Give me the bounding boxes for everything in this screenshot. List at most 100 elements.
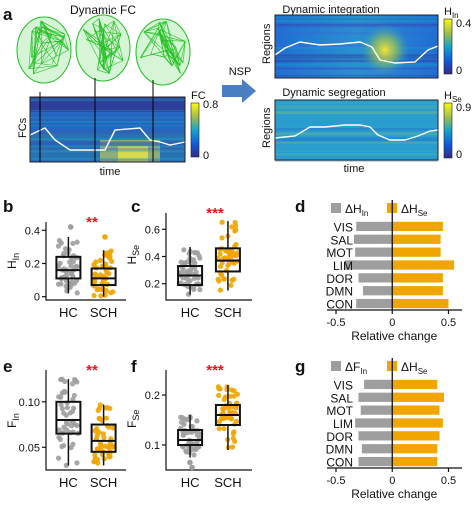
bar-vis-se — [392, 221, 443, 232]
heatmap-stripe — [30, 117, 185, 120]
x-tick-label-sch: SCH — [90, 305, 117, 320]
data-point-sch — [231, 388, 237, 394]
y-axis-label: FIn — [5, 413, 21, 428]
data-point-sch — [92, 428, 98, 434]
category-label-dmn: DMN — [326, 443, 353, 457]
data-point-hc — [58, 376, 64, 383]
y-tick-label: 0.2 — [25, 258, 40, 270]
data-point-hc — [181, 247, 187, 253]
heatmap-stripe — [30, 157, 185, 161]
heatmap-stripe — [275, 44, 438, 47]
brain-edge — [182, 41, 186, 63]
brain-edge — [103, 60, 124, 70]
data-point-hc — [63, 273, 70, 279]
bar-mot-se — [392, 405, 440, 415]
data-point-sch — [110, 425, 116, 431]
heatmap-stripe — [30, 141, 185, 144]
data-point-sch — [103, 288, 110, 294]
brain-edge — [97, 69, 110, 74]
y-tick-label: 0.2 — [145, 390, 160, 402]
heatmap-stripe — [275, 112, 438, 114]
brain-edge — [105, 46, 120, 50]
brain-edge — [40, 43, 43, 64]
data-point-hc — [72, 280, 78, 286]
data-point-sch — [232, 219, 238, 226]
x-tick-label: 0.5 — [441, 475, 456, 487]
panel-label-b: b — [3, 197, 13, 216]
heatmap-stripe — [275, 18, 438, 20]
data-point-sch — [228, 255, 234, 261]
brain-edge — [143, 28, 159, 33]
data-point-hc — [178, 414, 184, 420]
data-point-hc — [62, 389, 68, 395]
heatmap-stripe — [275, 32, 438, 35]
category-label-con: CON — [326, 298, 353, 312]
segregation-ylabel: Regions — [261, 107, 273, 148]
y-tick-label: 0.4 — [145, 252, 160, 264]
legend-label-sub: In — [360, 367, 367, 376]
heatmap-stripe — [275, 46, 438, 49]
heatmap-stripe — [30, 121, 185, 123]
brain-edge — [103, 58, 107, 70]
x-tick-label-hc: HC — [181, 305, 200, 320]
brain-edge — [108, 34, 122, 73]
brain-edge — [35, 26, 43, 44]
nsp-arrow — [222, 79, 256, 103]
integration-heatmap — [274, 14, 439, 79]
brain-edge — [160, 39, 170, 51]
brain-edge — [31, 26, 37, 32]
data-point-sch — [106, 271, 112, 277]
data-point-hc — [69, 408, 76, 414]
brain-edge — [33, 65, 58, 75]
outlier-point — [102, 234, 108, 240]
y-tick-label: 0.1 — [145, 440, 160, 452]
category-label-dor: DOR — [326, 272, 353, 286]
data-point-sch — [220, 407, 226, 413]
bar-dmn-se — [392, 286, 443, 296]
brain-edge — [40, 40, 62, 65]
bar-dmn-se — [392, 444, 438, 454]
heatmap-stripe — [275, 132, 438, 136]
brain-edge — [161, 39, 186, 42]
data-point-hc — [63, 283, 69, 289]
bar-dor-in — [358, 273, 393, 283]
category-label-con: CON — [326, 456, 353, 470]
data-point-hc — [74, 460, 80, 466]
brain-edge — [174, 41, 186, 60]
data-point-hc — [58, 402, 64, 408]
x-tick-label-hc: HC — [181, 475, 200, 490]
brain-edge — [31, 31, 34, 74]
significance-marker: ** — [86, 362, 98, 379]
heatmap-stripe — [30, 147, 185, 151]
fc-matrix-xlabel: time — [100, 166, 121, 178]
integration-colorbar-label: HIn — [444, 6, 459, 20]
data-point-hc — [56, 394, 62, 400]
x-tick-label-sch: SCH — [214, 305, 241, 320]
brain-edge — [85, 39, 113, 51]
data-point-sch — [228, 416, 235, 422]
brain-network-2 — [75, 14, 131, 82]
brain-edge — [167, 53, 181, 67]
y-axis-label: FSe — [125, 410, 141, 428]
heatmap-stripe — [275, 127, 438, 129]
panel-label-d: d — [295, 197, 305, 216]
brain-edge — [144, 49, 169, 57]
integration-title: Dynamic integration — [282, 4, 379, 16]
data-point-hc — [182, 416, 188, 422]
y-axis-label-sub: In — [11, 413, 21, 421]
heatmap-stripe — [275, 66, 438, 70]
brain-edge — [157, 22, 160, 29]
brain-edge — [35, 26, 52, 35]
brain-edge — [44, 26, 65, 38]
data-point-hc — [68, 445, 74, 451]
data-point-hc — [196, 253, 202, 259]
heatmap-stripe — [275, 159, 438, 162]
brain-edge — [99, 62, 110, 74]
data-point-sch — [216, 386, 222, 392]
data-point-sch — [109, 258, 115, 265]
brain-edge — [159, 22, 175, 60]
x-tick-label-sch: SCH — [90, 475, 117, 490]
data-point-hc — [192, 445, 198, 451]
